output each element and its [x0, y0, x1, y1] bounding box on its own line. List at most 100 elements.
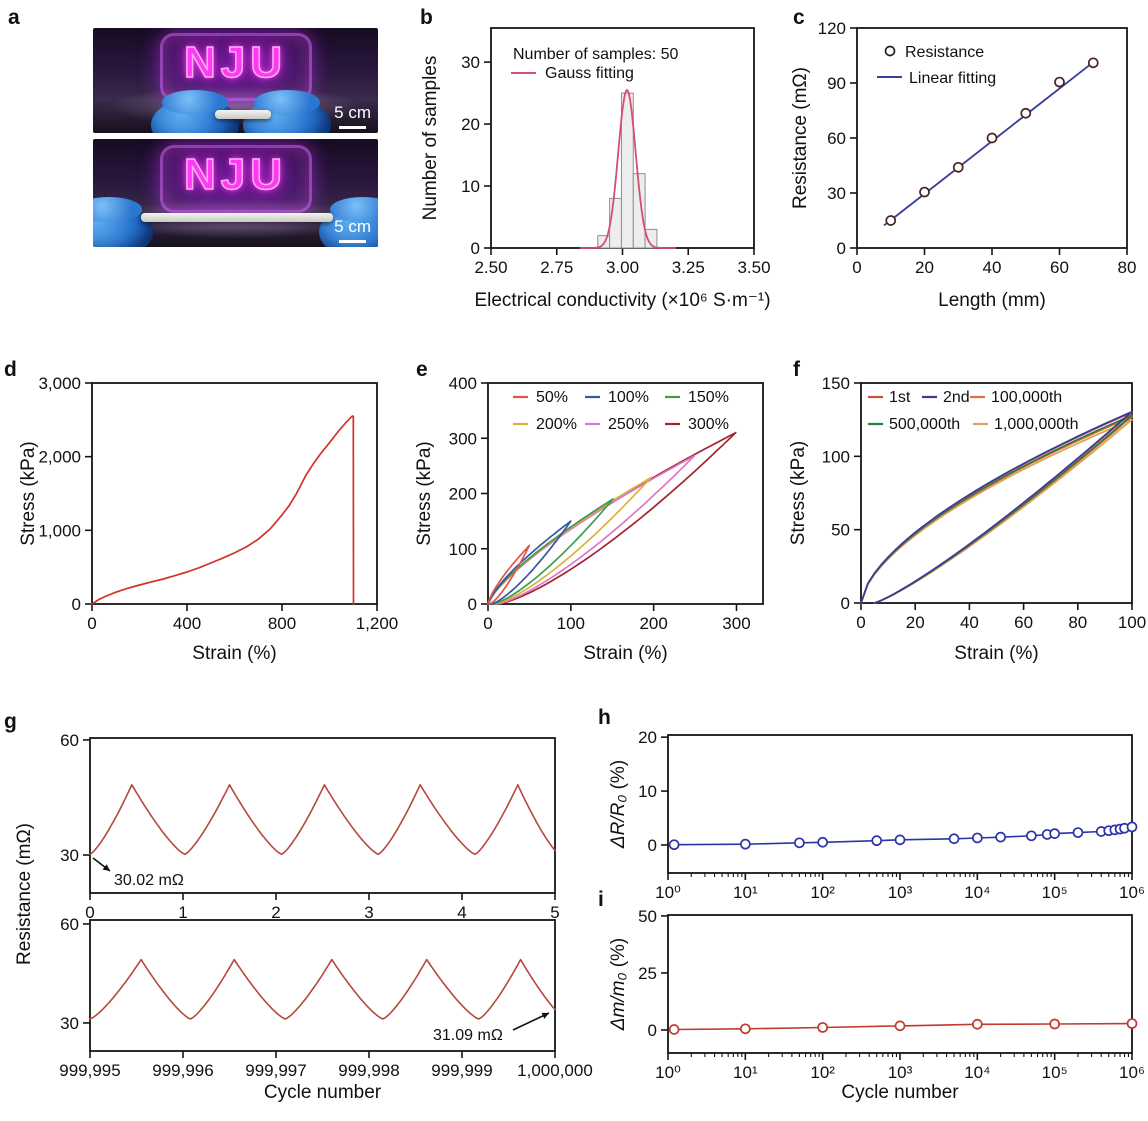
x-axis-title: Strain (%) — [583, 643, 667, 664]
x-tick-label: 40 — [983, 258, 1002, 277]
resistance-point — [1020, 107, 1032, 119]
x-tick-label: 80 — [1118, 258, 1137, 277]
y-tick-label: 30 — [60, 846, 79, 865]
resistance-point — [986, 132, 998, 144]
x-tick-label: 10⁵ — [1042, 1063, 1068, 1082]
conductor-strip — [141, 213, 333, 222]
x-tick-label: 100 — [557, 614, 585, 633]
y-axis-title: ΔR/R₀ (%) — [608, 760, 629, 849]
histogram-bar — [609, 197, 622, 249]
legend-label: 2nd — [943, 389, 970, 406]
y-tick-label: 100 — [449, 540, 477, 559]
loop-200% — [487, 477, 652, 605]
histogram-bar — [632, 173, 646, 249]
panel-h-chart: 10⁰ 10¹ 10² 10³ 10⁴ 10⁵ 10⁶ 0 10 20 ΔR/R₀ (%) — [608, 728, 1145, 902]
x-tick-label: 10⁶ — [1119, 883, 1145, 902]
x-tick-label: 20 — [906, 613, 925, 632]
x-tick-label: 999,997 — [245, 1061, 306, 1080]
y-tick-label: 200 — [449, 485, 477, 504]
data-point — [971, 832, 983, 844]
plot-frame — [89, 737, 556, 894]
x-tick-label: 1,200 — [356, 614, 399, 633]
nju-sign-plate — [159, 33, 312, 101]
data-point — [1049, 1018, 1061, 1030]
x-tick-label: 4 — [457, 903, 466, 922]
x-tick-label: 1,000,000 — [517, 1061, 593, 1080]
panel-g-top-chart: 0 1 2 3 4 5 30 60 30.02 mΩ — [60, 731, 560, 922]
y-tick-label: 30 — [60, 1014, 79, 1033]
legend-label: 250% — [608, 416, 649, 433]
legend-label: 1,000,000th — [994, 416, 1079, 433]
legend-label: 150% — [688, 389, 729, 406]
x-tick-label: 60 — [1050, 258, 1069, 277]
x-tick-label: 999,999 — [431, 1061, 492, 1080]
y-axis-title: Stress (kPa) — [18, 441, 39, 546]
photo-unstretched: NJU 5 cm — [93, 28, 378, 133]
y-tick-label: 30 — [461, 53, 480, 72]
loop-250% — [487, 455, 696, 605]
x-tick-label: 40 — [960, 613, 979, 632]
resistance-point — [919, 186, 930, 198]
scale-bar-line — [339, 239, 367, 243]
annotation-31-09: 31.09 mΩ — [433, 1027, 503, 1044]
x-tick-label: 100 — [1118, 613, 1146, 632]
data-point — [948, 833, 960, 845]
loop-50% — [487, 544, 531, 605]
legend-label: 200% — [536, 416, 577, 433]
data-point — [1026, 830, 1037, 842]
data-point — [894, 1020, 906, 1032]
y-tick-label: 50 — [638, 907, 657, 926]
legend-label: 500,000th — [889, 416, 960, 433]
panel-label-f: f — [793, 358, 800, 381]
legend-label: 100% — [608, 389, 649, 406]
data-point — [1126, 821, 1138, 833]
panel-label-i: i — [598, 888, 604, 911]
y-tick-label: 400 — [449, 374, 477, 393]
y-tick-label: 300 — [449, 429, 477, 448]
x-tick-label: 0 — [852, 258, 861, 277]
loop-150% — [487, 498, 614, 605]
x-tick-label: 0 — [856, 613, 865, 632]
plot-frame — [89, 919, 556, 1052]
photo-stretched: NJU 5 cm — [93, 139, 378, 247]
annotation-30-02: 30.02 mΩ — [114, 872, 184, 889]
x-tick-label: 60 — [1014, 613, 1033, 632]
scale-bar: 5 cm — [334, 217, 371, 243]
y-tick-label: 30 — [827, 184, 846, 203]
x-tick-label: 300 — [722, 614, 750, 633]
panel-d-chart: 0 400 800 1,200 0 1,000 2,000 3,000 Strain (%) St… — [18, 374, 398, 664]
nju-sign-text: NJU — [183, 149, 288, 200]
data-point — [817, 1022, 829, 1033]
legend-label: 1st — [889, 389, 911, 406]
stress-strain-curve — [91, 415, 355, 605]
y-tick-label: 0 — [837, 239, 846, 258]
y-axis-title: Stress (kPa) — [788, 441, 809, 546]
plot-frame — [667, 914, 1133, 1054]
x-axis-title: Electrical conductivity (×10⁶ S·m⁻¹) — [474, 290, 770, 311]
panel-label-c: c — [793, 6, 805, 29]
legend-gauss-fitting: Gauss fitting — [545, 65, 634, 82]
right-glove — [243, 90, 331, 133]
y-axis-title: Resistance (mΩ) — [790, 67, 811, 209]
data-point — [668, 1024, 680, 1035]
y-tick-label: 100 — [822, 447, 850, 466]
panel-label-g: g — [4, 710, 17, 733]
data-point — [1049, 828, 1061, 839]
y-tick-label: 120 — [818, 19, 846, 38]
legend-label: 100,000th — [991, 389, 1062, 406]
y-tick-label: 60 — [60, 915, 79, 934]
panel-g-bottom-chart: 999,995 999,996 999,997 999,998 999,999 1,000… — [59, 915, 593, 1103]
nju-sign-plate — [159, 145, 312, 213]
x-tick-label: 0 — [87, 614, 96, 633]
x-tick-label: 3.50 — [737, 258, 770, 277]
panel-e-chart: 0 100 200 300 0 100 200 300 400 Strain (%) Stress … — [414, 374, 764, 664]
x-tick-label: 200 — [639, 614, 667, 633]
x-tick-label: 10⁰ — [655, 883, 681, 902]
plot-frame — [860, 382, 1133, 604]
data-point — [1072, 827, 1084, 838]
y-tick-label: 0 — [648, 836, 657, 855]
x-tick-label: 5 — [550, 903, 559, 922]
legend-label: 300% — [688, 416, 729, 433]
y-tick-label: 25 — [638, 964, 657, 983]
y-tick-label: 0 — [471, 239, 480, 258]
